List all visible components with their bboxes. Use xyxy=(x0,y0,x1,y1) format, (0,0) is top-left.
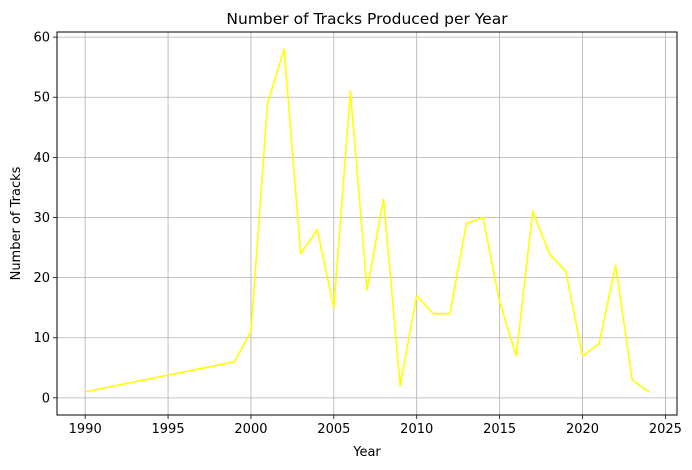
data-point xyxy=(399,385,401,387)
y-tick-label: 20 xyxy=(33,271,50,286)
y-axis-ticks: 0 10 20 30 40 50 60 xyxy=(33,31,57,406)
y-tick-label: 40 xyxy=(33,151,50,166)
y-tick-label: 10 xyxy=(33,331,50,346)
x-tick-label: 1990 xyxy=(69,422,102,437)
y-tick-label: 0 xyxy=(42,391,50,406)
x-axis-ticks: 1990 1995 2000 2005 2010 2015 2020 2025 xyxy=(69,415,682,437)
data-point xyxy=(482,216,484,219)
plot-frame xyxy=(56,31,678,416)
data-point xyxy=(349,90,352,93)
grid-lines xyxy=(57,32,677,415)
data-point xyxy=(515,354,517,357)
x-tick-label: 2000 xyxy=(234,422,267,437)
data-point xyxy=(250,330,252,333)
data-point xyxy=(548,252,551,255)
data-point xyxy=(531,210,534,213)
y-tick-label: 50 xyxy=(33,91,50,106)
data-point xyxy=(614,264,617,267)
y-axis-title: Number of Tracks xyxy=(9,166,24,280)
x-tick-label: 2015 xyxy=(483,422,516,437)
data-point xyxy=(449,312,451,315)
data-series xyxy=(84,48,650,393)
data-point xyxy=(299,252,302,255)
data-point xyxy=(598,342,600,345)
data-point xyxy=(84,391,86,393)
x-tick-label: 2020 xyxy=(566,422,599,437)
x-tick-label: 2025 xyxy=(649,422,682,437)
x-tick-label: 2005 xyxy=(317,422,350,437)
data-point xyxy=(382,198,385,201)
data-point xyxy=(565,270,567,273)
data-point xyxy=(415,294,418,297)
data-point xyxy=(432,312,435,315)
data-point xyxy=(283,48,285,50)
y-tick-label: 30 xyxy=(33,211,50,226)
data-point xyxy=(316,228,319,231)
data-point xyxy=(266,102,269,105)
x-tick-label: 1995 xyxy=(152,422,185,437)
data-point xyxy=(465,222,468,225)
x-axis-title: Year xyxy=(352,445,381,460)
data-point xyxy=(366,288,368,291)
data-point xyxy=(333,306,335,309)
data-point xyxy=(631,379,634,381)
data-point xyxy=(581,354,584,357)
data-point xyxy=(233,360,236,363)
plot-area xyxy=(57,32,677,415)
chart-title: Number of Tracks Produced per Year xyxy=(226,10,508,28)
data-point xyxy=(498,300,501,303)
y-tick-label: 60 xyxy=(33,31,50,46)
data-point xyxy=(648,391,650,393)
x-tick-label: 2010 xyxy=(400,422,433,437)
